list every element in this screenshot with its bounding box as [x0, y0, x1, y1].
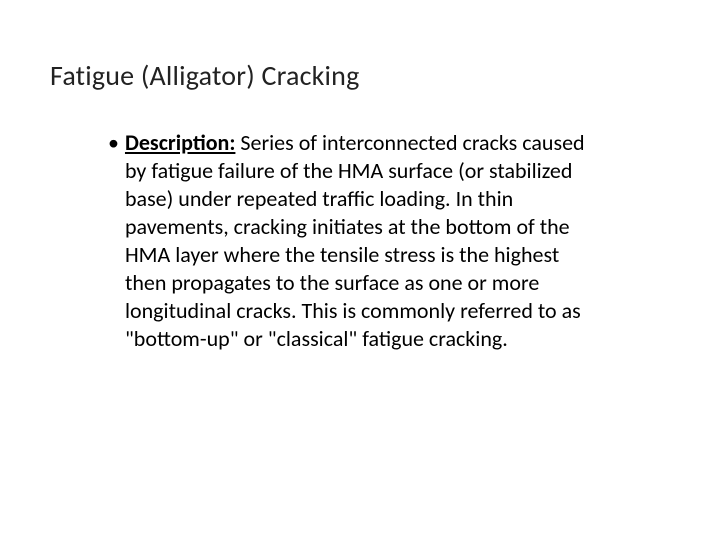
bullet-icon: •: [108, 129, 119, 157]
description-paragraph: Description: Series of interconnected cr…: [125, 129, 600, 353]
slide: Fatigue (Alligator) Cracking • Descripti…: [0, 0, 720, 540]
slide-title: Fatigue (Alligator) Cracking: [50, 58, 670, 93]
description-label: Description:: [125, 129, 235, 156]
description-text: Series of interconnected cracks caused b…: [125, 129, 585, 352]
slide-body: • Description: Series of interconnected …: [50, 129, 670, 353]
bullet-item: • Description: Series of interconnected …: [108, 129, 600, 353]
